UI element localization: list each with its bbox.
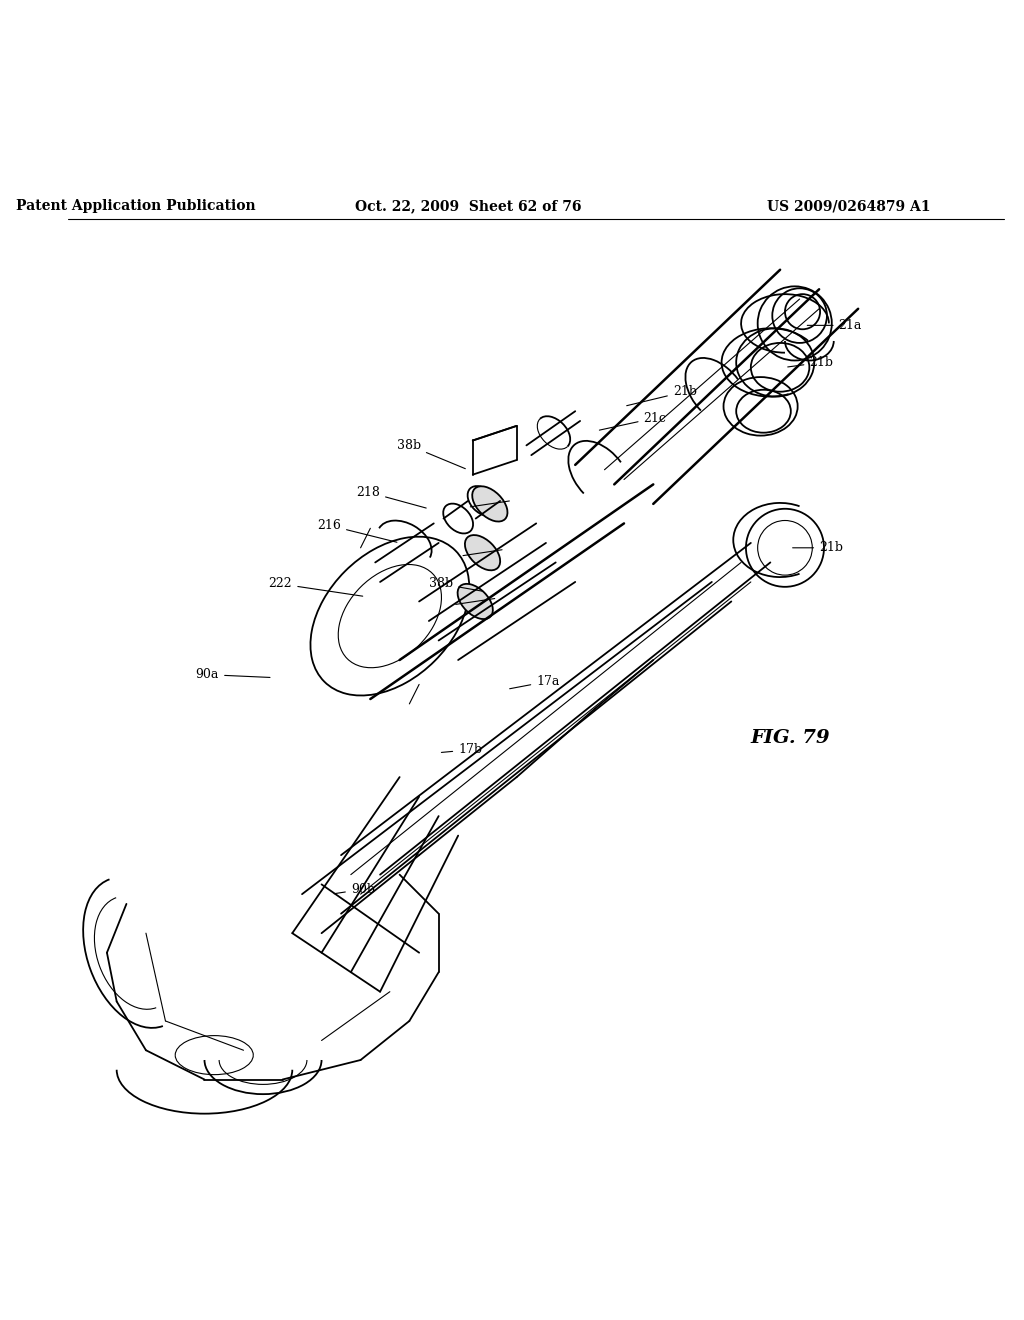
Ellipse shape — [465, 535, 500, 570]
Text: 38b: 38b — [397, 438, 465, 469]
Text: 21b: 21b — [793, 541, 843, 554]
Text: 21c: 21c — [599, 412, 667, 430]
Text: 17b: 17b — [441, 743, 482, 756]
Text: 222: 222 — [268, 577, 362, 597]
Text: 218: 218 — [356, 486, 426, 508]
Ellipse shape — [472, 486, 508, 521]
Ellipse shape — [458, 583, 493, 619]
Text: 90a: 90a — [196, 668, 270, 681]
Text: 90b: 90b — [334, 883, 375, 896]
Text: 21b: 21b — [627, 385, 696, 405]
Text: Oct. 22, 2009  Sheet 62 of 76: Oct. 22, 2009 Sheet 62 of 76 — [354, 199, 582, 214]
Text: FIG. 79: FIG. 79 — [750, 729, 829, 747]
Text: 21a: 21a — [807, 319, 862, 331]
Text: 216: 216 — [317, 519, 397, 543]
Text: Patent Application Publication: Patent Application Publication — [16, 199, 256, 214]
Text: US 2009/0264879 A1: US 2009/0264879 A1 — [767, 199, 930, 214]
Text: 38b: 38b — [429, 577, 482, 591]
Text: 21b: 21b — [787, 356, 834, 368]
Text: 17a: 17a — [510, 675, 559, 689]
